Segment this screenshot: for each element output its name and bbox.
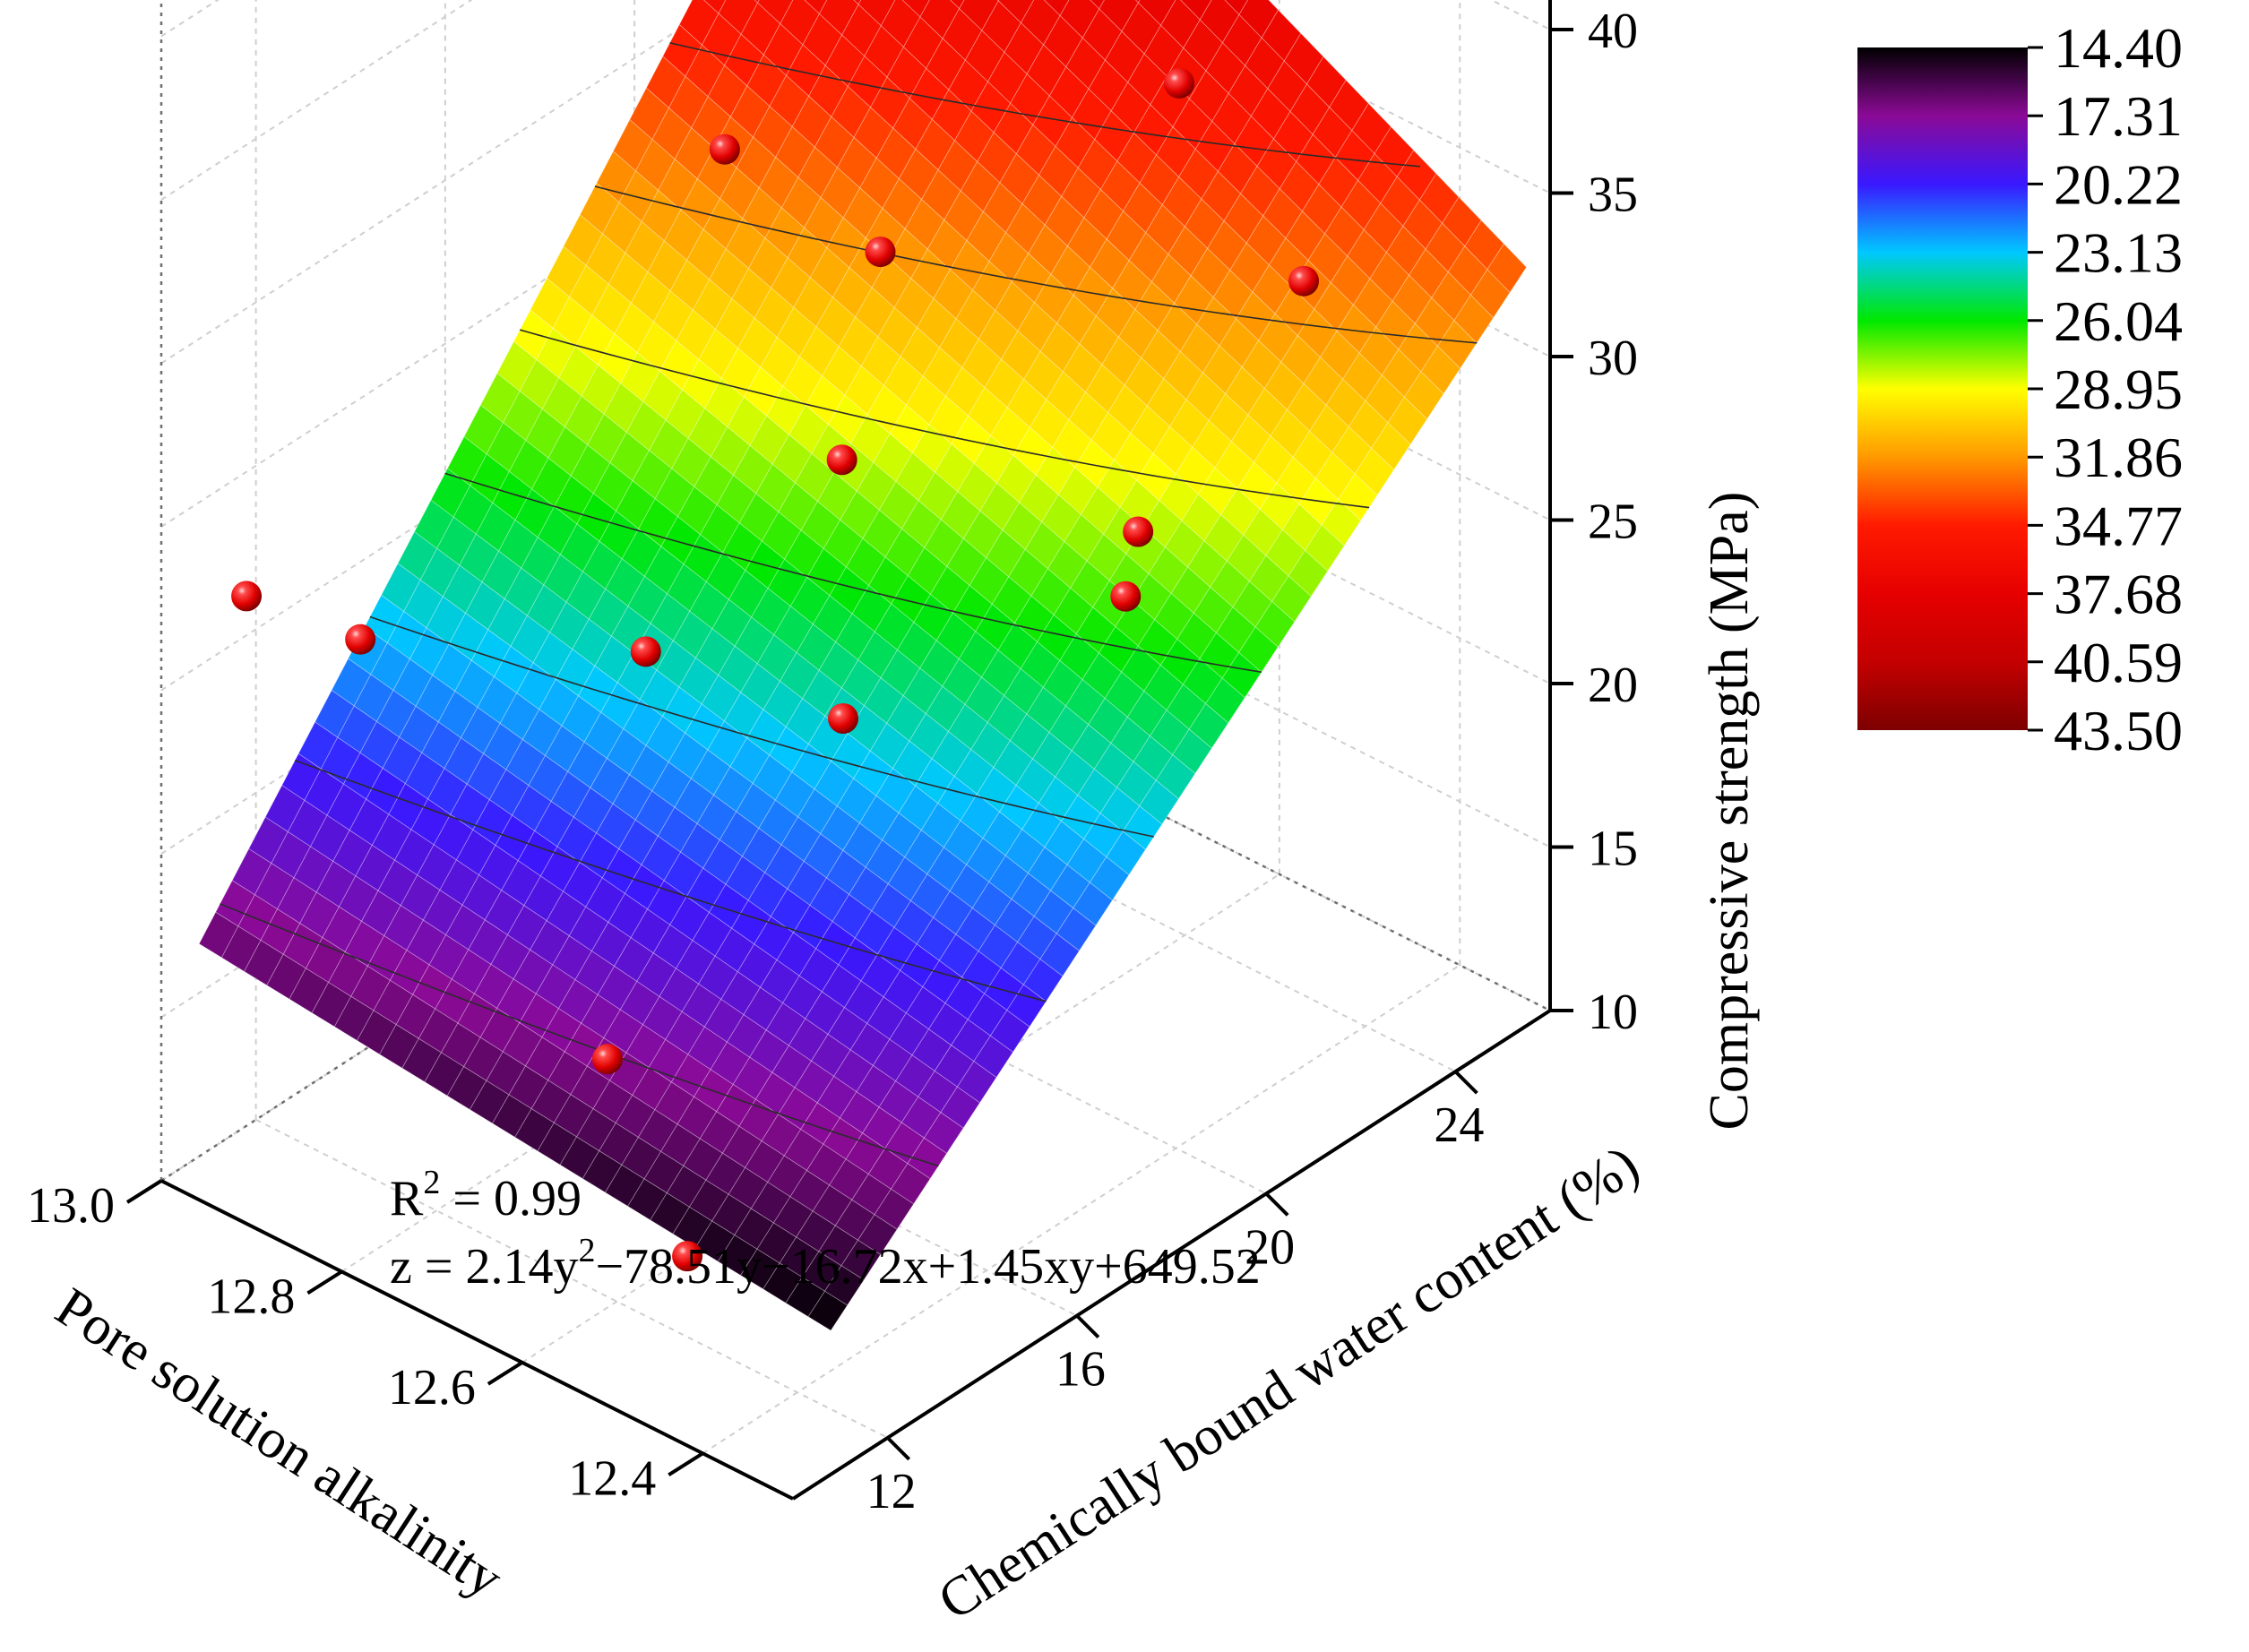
z-tick-label: 30: [1588, 331, 1638, 386]
y-tick-label: 24: [1434, 1097, 1484, 1153]
x-tick: [668, 1451, 704, 1476]
surface-cell: [996, 0, 1000, 2]
r-squared-sup: 2: [423, 1164, 440, 1201]
surface-cell: [857, 0, 896, 27]
x-axis-title: Pore solution alkalinity: [45, 1277, 513, 1610]
colorbar-bar: [1857, 47, 2028, 730]
surface-cell: [853, 0, 862, 5]
fit-equation-sup: 2: [578, 1232, 595, 1269]
colorbar-label: 23.13: [2054, 221, 2183, 285]
r-squared-base: R: [390, 1171, 424, 1226]
y-tick-label: 12: [866, 1464, 917, 1519]
y-tick: [1264, 1192, 1289, 1217]
fit-equation: z = 2.14y2−78.51y−16.72x+1.45xy+649.52: [390, 1232, 1261, 1295]
colorbar-label: 14.40: [2054, 16, 2183, 80]
data-point: [865, 237, 896, 268]
axes: 13.012.812.612.4121620244540353025201510: [27, 0, 1638, 1519]
y-tick: [1075, 1314, 1100, 1339]
data-point: [1288, 265, 1320, 297]
z-axis-title: Compressive strength (MPa): [1699, 492, 1760, 1131]
y-tick: [1453, 1070, 1478, 1095]
surface-cell: [754, 0, 760, 4]
surface-cell: [997, 0, 1035, 24]
surface-cell: [757, 0, 794, 25]
y-tick-label: 16: [1056, 1342, 1106, 1398]
data-point: [345, 624, 376, 655]
data-point: [591, 1044, 623, 1075]
surface-cell: [703, 0, 727, 14]
x-tick-label: 13.0: [27, 1178, 115, 1234]
surface-cell: [1135, 0, 1141, 4]
data-point: [1123, 516, 1154, 547]
x-tick-label: 12.4: [568, 1450, 656, 1506]
contour-line: [594, 185, 1478, 344]
colorbar: 14.4017.3120.2223.1326.0428.9531.8634.77…: [1857, 16, 2183, 762]
data-point: [630, 636, 661, 667]
surface-cell: [901, 0, 930, 18]
contour-line: [520, 329, 1370, 509]
colorbar-label: 43.50: [2054, 699, 2183, 762]
z-tick-label: 20: [1588, 658, 1638, 713]
fit-equation-part2: −78.51y−16.72x+1.45xy+649.52: [595, 1239, 1260, 1295]
surface-cell: [1137, 0, 1176, 26]
x-axis-line: [160, 1179, 794, 1501]
y-tick-label: 20: [1245, 1219, 1295, 1275]
colorbar-label: 20.22: [2054, 152, 2183, 216]
x-tick: [125, 1179, 163, 1204]
contour-line: [294, 759, 1047, 1002]
fit-equation-part1: z = 2.14y: [390, 1239, 578, 1295]
data-point: [828, 703, 858, 734]
x-tick: [487, 1361, 523, 1386]
colorbar-label: 37.68: [2054, 563, 2183, 626]
data-point: [231, 581, 263, 612]
r-squared-annotation: R2 = 0.99: [390, 1164, 582, 1226]
z-tick-label: 35: [1588, 168, 1638, 223]
colorbar-label: 31.86: [2054, 426, 2183, 489]
data-point: [709, 133, 740, 165]
x-tick-label: 12.6: [388, 1360, 476, 1415]
data-points: [231, 67, 1320, 1272]
y-axis-line: [791, 1009, 1552, 1501]
surface-cell: [1043, 0, 1070, 17]
z-tick-label: 25: [1588, 495, 1638, 550]
y-tick: [886, 1436, 911, 1461]
fitted-surface: [198, 0, 1528, 1331]
data-point: [1163, 67, 1194, 99]
surface-cell: [1224, 0, 1249, 15]
r-squared-value: = 0.99: [440, 1171, 582, 1226]
colorbar-label: 34.77: [2054, 494, 2183, 557]
contour-line: [669, 42, 1421, 168]
x-tick: [306, 1269, 343, 1295]
colorbar-label: 28.95: [2054, 357, 2183, 421]
contour-line: [444, 472, 1262, 674]
colorbar-label: 17.31: [2054, 84, 2183, 148]
x-tick-label: 12.8: [207, 1269, 295, 1324]
surface-cell: [804, 0, 828, 15]
surface-cell: [1090, 0, 1105, 10]
surface-cell: [1486, 243, 1528, 294]
contour-lines: [220, 42, 1478, 1167]
contour-line: [369, 615, 1154, 838]
surface-cell: [1180, 0, 1212, 21]
contour-line: [220, 903, 939, 1167]
z-tick-label: 40: [1588, 4, 1638, 59]
data-point: [826, 444, 857, 476]
colorbar-label: 40.59: [2054, 631, 2183, 694]
data-point: [1110, 581, 1142, 612]
data-point: [672, 1241, 703, 1272]
surface-cell: [950, 0, 965, 10]
z-tick-label: 10: [1588, 985, 1638, 1040]
colorbar-label: 26.04: [2054, 289, 2183, 353]
z-tick-label: 15: [1588, 822, 1638, 877]
